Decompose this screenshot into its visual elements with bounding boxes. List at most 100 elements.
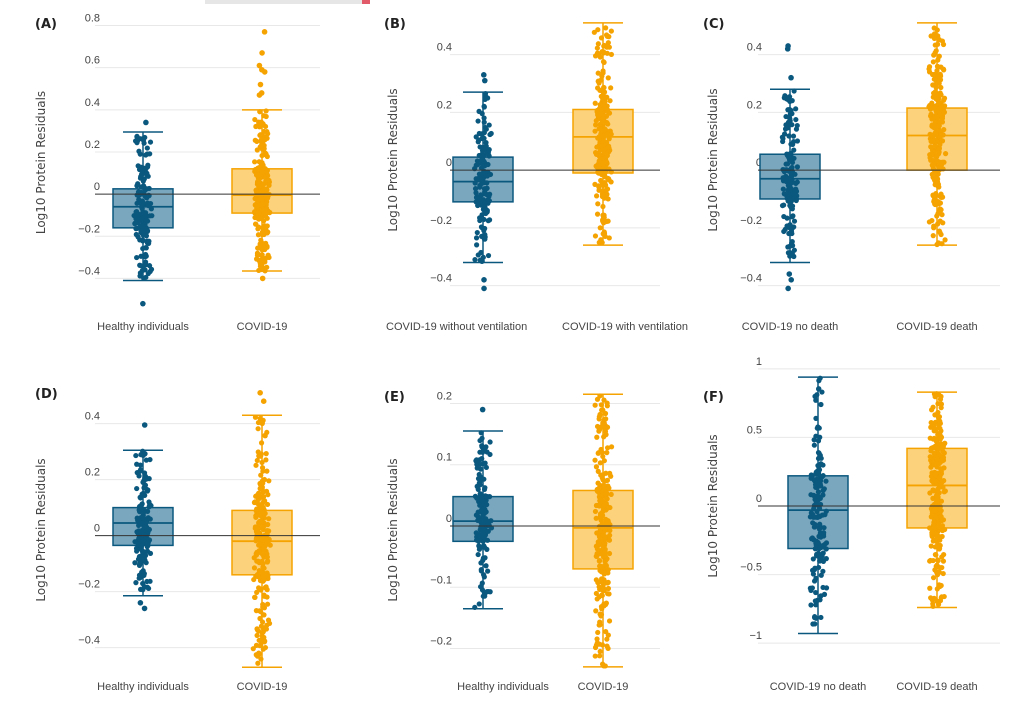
data-point bbox=[474, 158, 481, 164]
data-point bbox=[818, 572, 824, 578]
data-point bbox=[255, 180, 262, 186]
data-point bbox=[592, 402, 598, 408]
data-point bbox=[929, 116, 935, 122]
data-point bbox=[487, 217, 493, 223]
data-point bbox=[255, 660, 261, 666]
data-point bbox=[941, 97, 947, 103]
data-point bbox=[938, 582, 944, 589]
data-point bbox=[938, 92, 944, 98]
data-point bbox=[482, 536, 488, 543]
data-point bbox=[932, 143, 938, 149]
data-point bbox=[135, 556, 142, 562]
data-point bbox=[262, 150, 268, 156]
data-point bbox=[145, 162, 151, 168]
x-category-label: COVID-19 with ventilation bbox=[562, 321, 688, 333]
data-point bbox=[486, 147, 492, 153]
data-point bbox=[259, 512, 265, 518]
data-point bbox=[261, 200, 267, 207]
data-point bbox=[137, 273, 143, 279]
y-axis-title: Log10 Protein Residuals bbox=[706, 88, 720, 231]
panel-label: (D) bbox=[35, 387, 58, 402]
data-point bbox=[595, 41, 601, 47]
data-point bbox=[254, 589, 260, 595]
data-point bbox=[818, 401, 824, 408]
y-tick-label: 1 bbox=[756, 356, 762, 368]
data-point bbox=[142, 492, 148, 499]
data-point bbox=[479, 580, 485, 586]
data-point bbox=[812, 481, 819, 488]
data-point bbox=[595, 629, 601, 636]
data-point bbox=[135, 163, 141, 169]
data-point bbox=[595, 486, 601, 492]
y-axis-title: Log10 Protein Residuals bbox=[706, 434, 720, 577]
data-point bbox=[142, 267, 148, 273]
data-point bbox=[258, 656, 264, 662]
data-point bbox=[266, 516, 272, 522]
data-point bbox=[932, 471, 938, 477]
data-point bbox=[605, 585, 612, 592]
data-point bbox=[929, 122, 935, 128]
data-point bbox=[928, 144, 934, 150]
box-1 bbox=[759, 43, 821, 292]
data-point bbox=[934, 586, 940, 592]
data-point bbox=[481, 115, 487, 121]
data-point bbox=[937, 474, 943, 481]
x-category-label: Healthy individuals bbox=[97, 681, 189, 693]
data-point bbox=[475, 252, 481, 258]
data-point bbox=[258, 143, 264, 149]
data-point bbox=[252, 167, 258, 173]
data-point bbox=[812, 393, 818, 399]
data-point bbox=[592, 128, 598, 134]
data-point bbox=[602, 478, 608, 484]
data-point bbox=[603, 416, 609, 422]
data-point bbox=[261, 548, 267, 554]
data-point bbox=[812, 621, 818, 627]
data-point bbox=[481, 135, 487, 141]
data-point bbox=[145, 270, 151, 277]
data-point bbox=[784, 215, 790, 221]
data-point bbox=[606, 235, 612, 241]
y-axis-title: Log10 Protein Residuals bbox=[386, 458, 400, 601]
data-point bbox=[485, 528, 491, 534]
data-point bbox=[599, 606, 605, 612]
y-tick-label: 0.2 bbox=[85, 139, 100, 151]
data-point bbox=[145, 173, 151, 179]
data-point bbox=[132, 560, 138, 566]
data-point bbox=[593, 464, 600, 470]
data-point bbox=[258, 587, 264, 593]
data-point bbox=[266, 478, 272, 484]
data-point bbox=[937, 430, 943, 436]
data-point bbox=[594, 636, 600, 642]
data-point bbox=[260, 646, 266, 652]
y-tick-label: −0.2 bbox=[430, 636, 452, 648]
data-point bbox=[793, 106, 799, 112]
data-point bbox=[477, 437, 483, 444]
data-point bbox=[146, 504, 152, 510]
data-point bbox=[266, 182, 272, 188]
outlier-point bbox=[256, 62, 263, 69]
data-point bbox=[934, 498, 940, 504]
data-point bbox=[930, 461, 937, 468]
data-point bbox=[934, 176, 941, 182]
outlier-point bbox=[481, 285, 487, 292]
data-point bbox=[253, 462, 259, 468]
data-point bbox=[141, 555, 147, 561]
data-point bbox=[147, 213, 153, 219]
y-tick-label: −0.1 bbox=[430, 574, 452, 586]
data-point bbox=[136, 572, 143, 578]
data-point bbox=[929, 217, 935, 224]
data-point bbox=[596, 622, 602, 628]
data-point bbox=[600, 421, 606, 427]
data-point bbox=[133, 580, 139, 586]
data-point bbox=[487, 191, 493, 197]
data-point bbox=[816, 553, 822, 559]
data-point bbox=[253, 535, 260, 541]
data-point bbox=[939, 115, 946, 121]
data-point bbox=[264, 223, 270, 229]
data-point bbox=[930, 538, 936, 544]
data-point bbox=[258, 569, 264, 575]
data-point bbox=[820, 584, 826, 591]
data-point bbox=[475, 194, 482, 200]
x-category-label: Healthy individuals bbox=[457, 681, 549, 693]
data-point bbox=[595, 78, 601, 85]
